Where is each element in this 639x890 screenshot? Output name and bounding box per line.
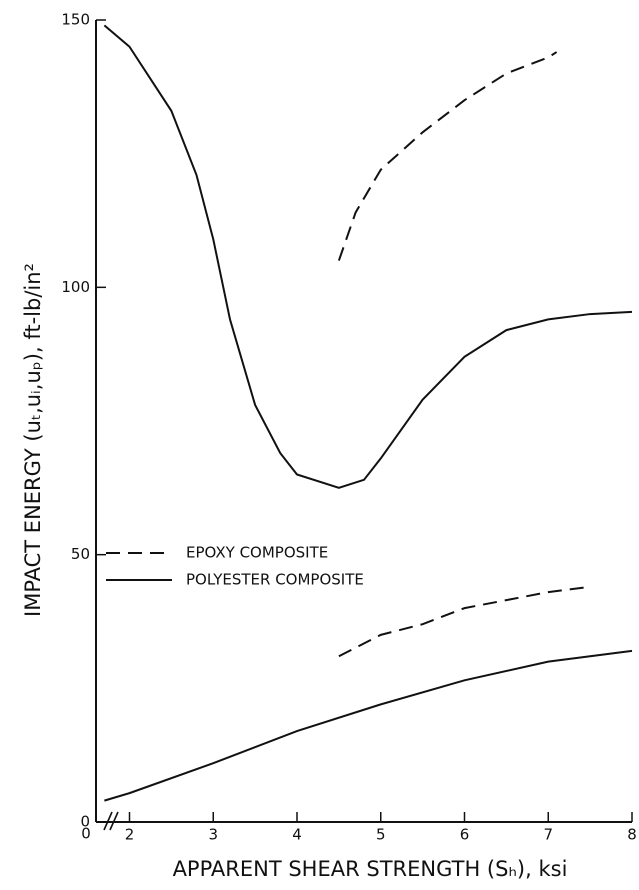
x-tick-label: 4 — [292, 826, 302, 844]
x-origin-label: 0 — [81, 825, 91, 843]
y-tick-label: 0 — [80, 813, 90, 831]
curve — [104, 649, 633, 802]
x-tick-label: 6 — [460, 826, 470, 844]
y-tick-label: 150 — [61, 11, 90, 29]
y-axis-label: IMPACT ENERGY (uₜ,uᵢ,uₚ), ft-lb/in² — [21, 263, 45, 617]
curve — [337, 51, 558, 261]
legend-label: POLYESTER COMPOSITE — [186, 571, 364, 589]
curve — [103, 24, 633, 489]
x-tick-label: 8 — [627, 826, 637, 844]
curve — [338, 585, 591, 658]
x-tick-label: 5 — [376, 826, 386, 844]
x-tick-label: 3 — [208, 826, 218, 844]
x-tick-label: 2 — [125, 826, 135, 844]
y-tick-label: 50 — [71, 545, 90, 563]
x-tick-label: 7 — [543, 826, 553, 844]
x-axis-label: APPARENT SHEAR STRENGTH (Sₕ), ksi — [173, 857, 568, 881]
y-tick-label: 100 — [61, 278, 90, 296]
legend-label: EPOXY COMPOSITE — [186, 544, 328, 562]
